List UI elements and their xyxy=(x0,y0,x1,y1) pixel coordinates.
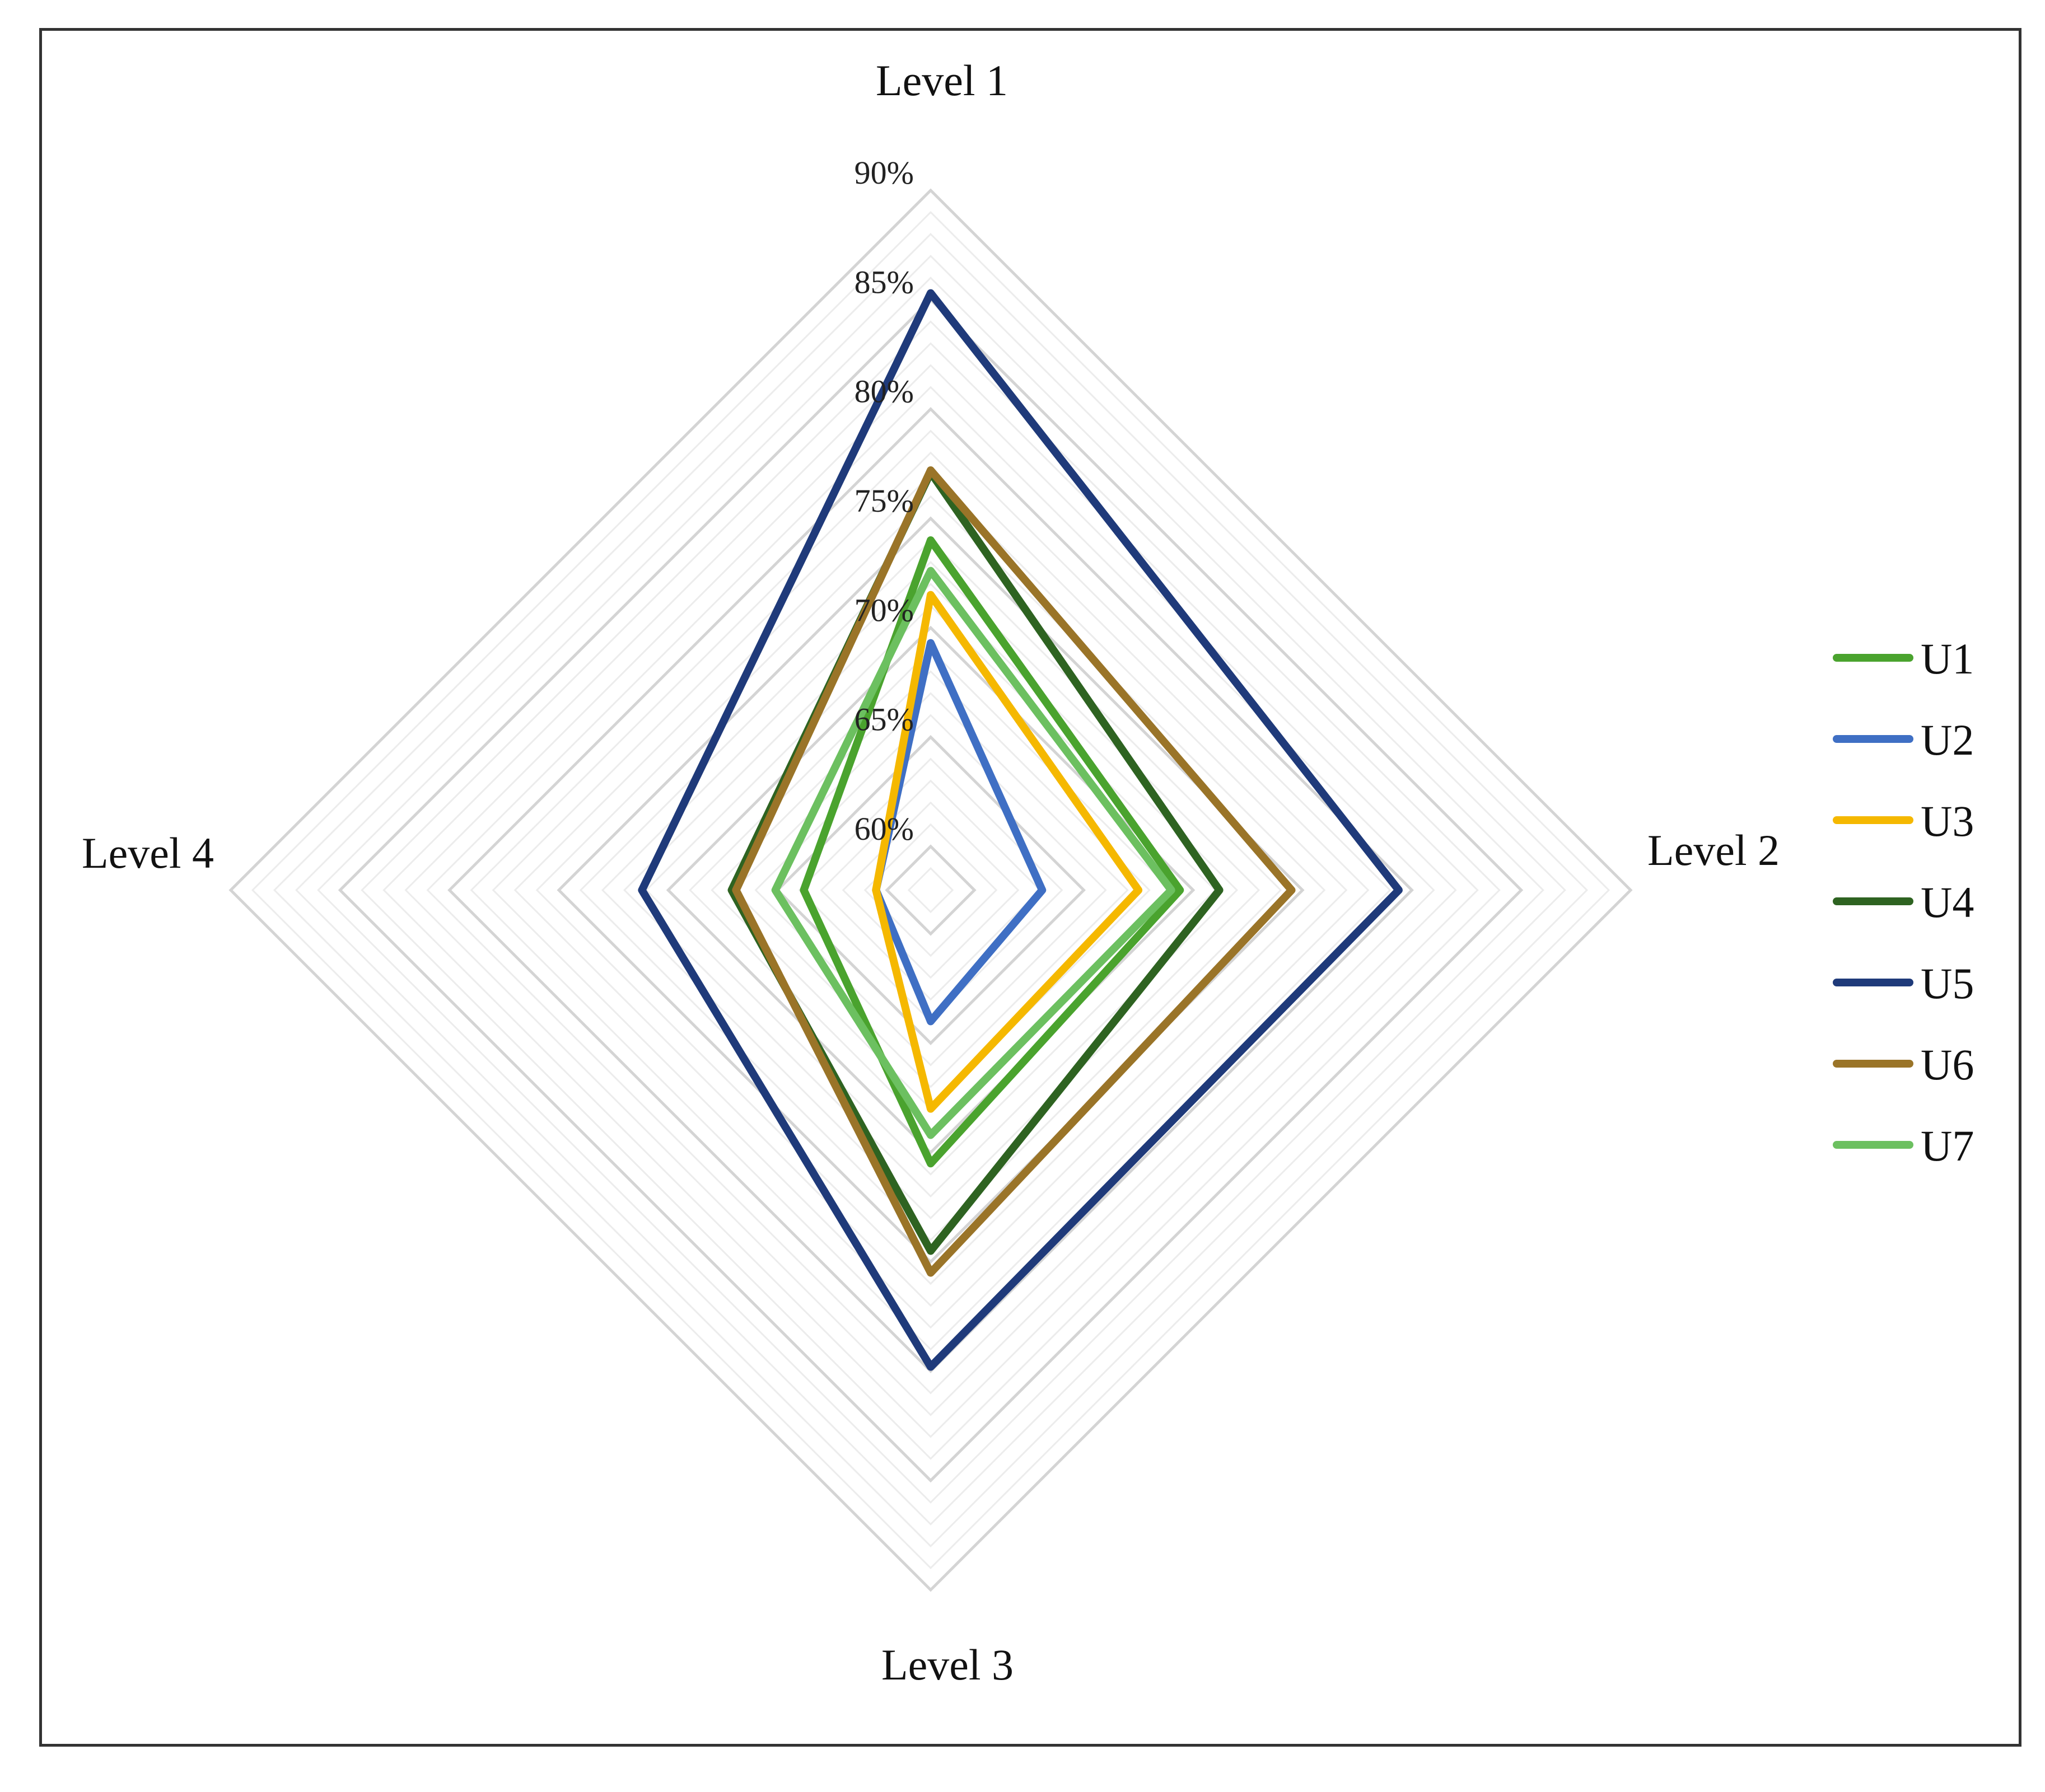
series-u3 xyxy=(872,591,1143,1113)
legend-label-u3: U3 xyxy=(1921,797,1974,845)
grid-ring xyxy=(535,495,1326,1285)
legend-item-u3: U3 xyxy=(1833,797,1974,845)
grid-ring xyxy=(885,844,977,936)
series-u1 xyxy=(800,536,1184,1168)
legend-item-u6: U6 xyxy=(1833,1040,1974,1089)
legend-label-u7: U7 xyxy=(1921,1121,1974,1170)
legend: U1 U2 U3 U4 U5 U6 U7 xyxy=(1833,634,1974,1170)
axis-label-level-2: Level 2 xyxy=(1647,826,1780,874)
tick-label-70: 70% xyxy=(855,592,914,628)
tick-label-60: 60% xyxy=(855,811,914,847)
grid-ring xyxy=(907,867,954,914)
tick-label-85: 85% xyxy=(855,264,914,300)
grid-ring xyxy=(623,583,1238,1197)
grid-ring xyxy=(382,342,1479,1438)
radar-grid xyxy=(228,188,1633,1592)
legend-label-u4: U4 xyxy=(1921,878,1974,927)
grid-ring xyxy=(251,210,1610,1570)
grid-ring xyxy=(601,560,1260,1220)
legend-item-u2: U2 xyxy=(1833,715,1974,764)
radial-ticks: 60% 65% 70% 75% 80% 85% 90% xyxy=(855,155,914,847)
radar-series xyxy=(638,289,1403,1371)
grid-ring xyxy=(228,188,1633,1592)
legend-label-u5: U5 xyxy=(1921,959,1974,1008)
grid-ring xyxy=(776,735,1086,1045)
grid-ring xyxy=(863,823,998,957)
legend-item-u5: U5 xyxy=(1833,959,1974,1008)
grid-ring xyxy=(820,779,1042,1001)
axis-label-level-4: Level 4 xyxy=(82,829,214,877)
legend-item-u4: U4 xyxy=(1833,878,1974,927)
grid-ring xyxy=(295,255,1566,1526)
grid-ring xyxy=(470,429,1392,1351)
tick-label-90: 90% xyxy=(855,155,914,191)
tick-label-80: 80% xyxy=(855,373,914,410)
series-u6 xyxy=(732,466,1296,1277)
chart-frame xyxy=(39,28,2021,1747)
grid-ring xyxy=(447,407,1414,1373)
axis-labels: Level 1 Level 2 Level 3 Level 4 xyxy=(82,56,1780,1689)
grid-ring xyxy=(317,277,1544,1504)
legend-label-u6: U6 xyxy=(1921,1040,1974,1089)
legend-label-u1: U1 xyxy=(1921,634,1974,683)
grid-ring xyxy=(492,451,1370,1329)
tick-label-65: 65% xyxy=(855,701,914,738)
grid-ring xyxy=(404,364,1457,1416)
grid-ring xyxy=(338,297,1524,1483)
grid-ring xyxy=(361,320,1501,1460)
grid-ring xyxy=(754,714,1107,1066)
grid-ring xyxy=(645,605,1216,1176)
grid-ring xyxy=(557,516,1305,1264)
tick-label-75: 75% xyxy=(855,483,914,519)
grid-ring xyxy=(513,473,1348,1307)
legend-item-u1: U1 xyxy=(1833,634,1974,683)
grid-ring xyxy=(842,801,1020,979)
legend-item-u7: U7 xyxy=(1833,1121,1974,1170)
grid-ring xyxy=(273,233,1588,1547)
grid-ring xyxy=(732,692,1129,1088)
legend-label-u2: U2 xyxy=(1921,715,1974,764)
series-u5 xyxy=(638,289,1403,1371)
series-u7 xyxy=(771,567,1175,1139)
axis-label-level-1: Level 1 xyxy=(876,56,1008,105)
axis-label-level-3: Level 3 xyxy=(881,1640,1014,1689)
